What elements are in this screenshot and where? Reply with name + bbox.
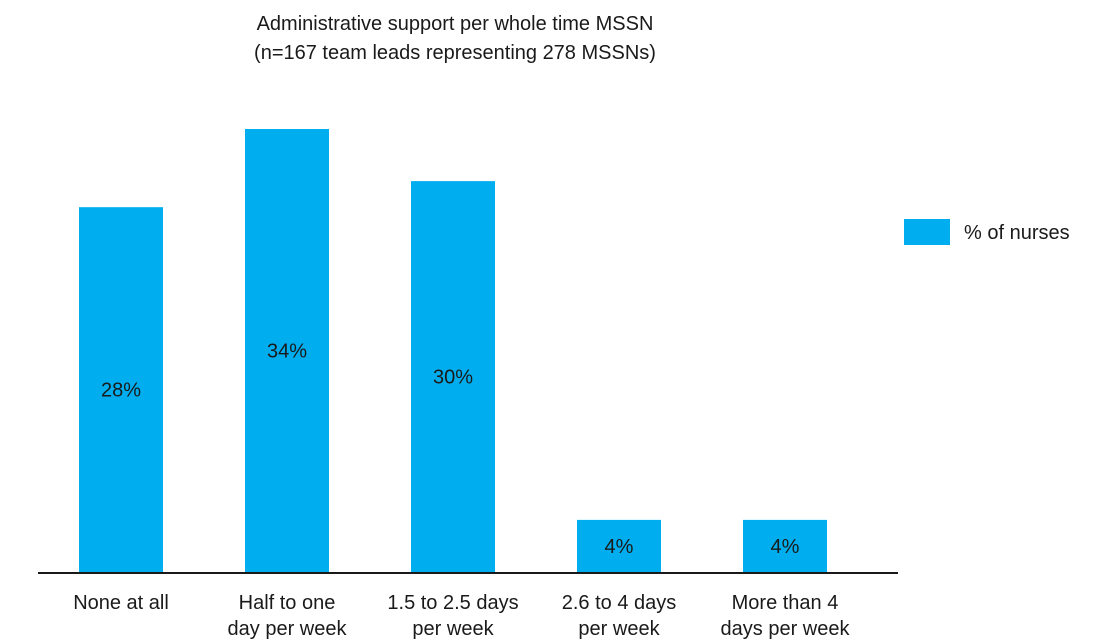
- x-tick-label-line: Half to one: [239, 592, 336, 614]
- x-tick-label-line: days per week: [721, 618, 851, 640]
- x-tick-label-1: None at all: [73, 592, 169, 614]
- chart-title: Administrative support per whole time MS…: [257, 13, 654, 35]
- bars-group: [79, 129, 827, 573]
- x-tick-label-3: 1.5 to 2.5 days per week: [387, 592, 518, 640]
- legend-label: % of nurses: [964, 222, 1070, 244]
- x-tick-label-line: per week: [578, 618, 660, 640]
- x-tick-label-line: 1.5 to 2.5 days: [387, 592, 518, 614]
- x-tick-label-line: day per week: [228, 618, 348, 640]
- x-tick-labels: None at all Half to one day per week 1.5 to…: [73, 592, 850, 640]
- bar-labels-group: 28% 34% 30% 4% 4%: [101, 341, 800, 558]
- x-tick-label-line: None at all: [73, 592, 169, 614]
- bar-value-label-5: 4%: [771, 536, 800, 558]
- bar-4: [577, 519, 661, 572]
- bar-value-label-3: 30%: [433, 367, 473, 389]
- bar-5: [743, 519, 827, 572]
- x-tick-label-line: More than 4: [732, 592, 839, 614]
- x-tick-label-2: Half to one day per week: [228, 592, 348, 640]
- bar-value-label-2: 34%: [267, 341, 307, 363]
- x-tick-label-line: 2.6 to 4 days: [562, 592, 677, 614]
- bar-1: [79, 207, 163, 573]
- legend: % of nurses: [904, 219, 1070, 245]
- legend-swatch: [904, 219, 950, 245]
- x-tick-label-4: 2.6 to 4 days per week: [562, 592, 677, 640]
- bar-value-label-4: 4%: [605, 536, 634, 558]
- x-tick-label-5: More than 4 days per week: [721, 592, 851, 640]
- x-tick-label-line: per week: [412, 618, 494, 640]
- bar-3: [411, 181, 495, 572]
- bar-2: [245, 129, 329, 572]
- chart-subtitle: (n=167 team leads representing 278 MSSNs…: [254, 42, 656, 64]
- bar-value-label-1: 28%: [101, 380, 141, 402]
